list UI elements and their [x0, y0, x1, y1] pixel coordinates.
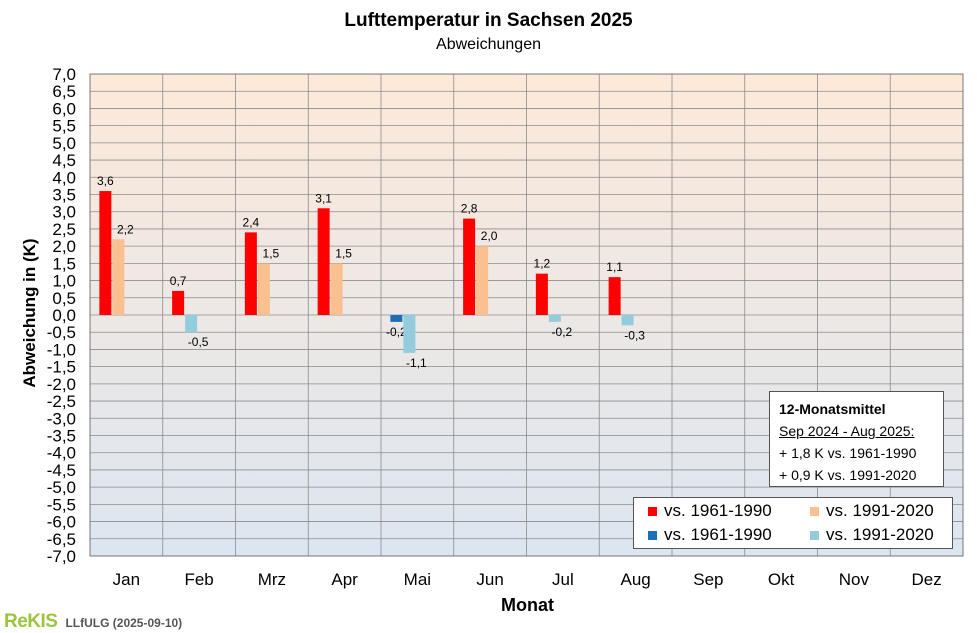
bar-data-label: -0,2 [552, 325, 573, 339]
y-tick-label: 1,0 [52, 272, 76, 291]
legend-entry: vs. 1991-2020 [810, 501, 934, 521]
chart-title: Lufttemperatur in Sachsen 2025 [344, 10, 633, 31]
y-tick-label: 5,5 [52, 117, 76, 136]
legend-label: vs. 1961-1990 [664, 501, 772, 520]
bar-data-label: 3,1 [315, 191, 332, 205]
infobox-line-1961: + 1,8 K vs. 1961-1990 [779, 445, 917, 461]
bar-data-label: 2,2 [117, 222, 134, 236]
bar-1991-2020-mai [403, 315, 416, 353]
y-tick-label: -3,0 [47, 409, 76, 428]
bar-1991-2020-apr [330, 263, 343, 315]
y-tick-label: -0,5 [47, 323, 76, 342]
bar-1961-1990-apr [317, 208, 330, 315]
infobox-period: Sep 2024 - Aug 2025: [779, 423, 915, 439]
x-tick-label: Dez [912, 570, 942, 589]
bar-1961-1990-jan [99, 191, 112, 315]
bar-data-label: -0,5 [188, 335, 209, 349]
bar-1991-2020-jul [548, 315, 561, 322]
y-tick-label: 6,0 [52, 99, 76, 118]
x-tick-label: Nov [839, 570, 870, 589]
x-tick-label: Mrz [258, 570, 286, 589]
footer: ReKIS LLfULG (2025-09-10) [4, 611, 182, 633]
x-tick-label: Jul [552, 570, 574, 589]
bar-data-label: 1,5 [263, 246, 280, 260]
bar-1991-2020-jun [476, 246, 489, 315]
bar-data-label: 1,2 [534, 257, 551, 271]
x-tick-label: Feb [184, 570, 213, 589]
bar-data-label: 2,0 [481, 229, 498, 243]
y-tick-label: 0,0 [52, 306, 76, 325]
x-tick-label: Aug [621, 570, 651, 589]
bar-1991-2020-feb [185, 315, 198, 333]
x-tick-label: Apr [331, 570, 358, 589]
infobox-title: 12-Monatsmittel [779, 401, 886, 417]
y-tick-label: -5,0 [47, 478, 76, 497]
y-tick-label: -4,0 [47, 444, 76, 463]
legend-swatch-red [648, 506, 657, 516]
bar-1991-2020-aug [621, 315, 634, 326]
y-tick-label: 3,5 [52, 186, 76, 205]
bar-data-label: -0,3 [624, 328, 645, 342]
bar-1961-1990-feb [172, 290, 185, 315]
bar-data-label: 2,4 [243, 215, 260, 229]
y-tick-label: 5,0 [52, 134, 76, 153]
bar-data-label: 1,5 [335, 246, 352, 260]
legend-label: vs. 1991-2020 [826, 525, 934, 544]
x-tick-label: Sep [693, 570, 723, 589]
y-tick-label: 1,5 [52, 254, 76, 273]
y-tick-label: -6,5 [47, 530, 76, 549]
legend-label: vs. 1991-2020 [826, 501, 934, 520]
legend-swatch-peach [810, 506, 819, 516]
x-tick-label: Jun [476, 570, 503, 589]
x-tick-label: Mai [404, 570, 431, 589]
x-axis-label: Monat [501, 595, 554, 615]
legend-entry: vs. 1991-2020 [810, 525, 934, 545]
plot-frame [89, 73, 964, 557]
y-tick-label: -2,5 [47, 392, 76, 411]
infobox-line-1991: + 0,9 K vs. 1991-2020 [779, 467, 917, 483]
y-tick-label: -7,0 [47, 547, 76, 566]
y-tick-label: 4,5 [52, 151, 76, 170]
legend-swatch-lightblue [810, 530, 819, 540]
bar-1961-1990-mrz [244, 232, 257, 315]
bar-data-label: 1,1 [606, 260, 623, 274]
bar-data-label: -1,1 [406, 356, 427, 370]
footer-source: LLfULG (2025-09-10) [65, 616, 183, 630]
legend-swatch-blue [648, 530, 657, 540]
y-tick-label: -5,5 [47, 495, 76, 514]
y-tick-label: 4,0 [52, 168, 76, 187]
legend-entry: vs. 1961-1990 [648, 525, 772, 545]
legend-entry: vs. 1961-1990 [648, 501, 772, 521]
y-tick-label: -2,0 [47, 375, 76, 394]
x-tick-label: Okt [768, 570, 795, 589]
y-tick-label: -4,5 [47, 461, 76, 480]
y-tick-label: -6,0 [47, 513, 76, 532]
y-tick-label: 7,0 [52, 65, 76, 84]
bar-1961-1990-jul [535, 273, 548, 315]
y-tick-label: 3,0 [52, 203, 76, 222]
twelve-month-mean-box: 12-Monatsmittel Sep 2024 - Aug 2025: + 1… [769, 391, 944, 487]
bar-data-label: 3,6 [97, 174, 114, 188]
x-tick-label: Jan [113, 570, 140, 589]
y-tick-label: 6,5 [52, 82, 76, 101]
bar-1991-2020-jan [112, 239, 125, 315]
bar-1961-1990-aug [608, 277, 621, 315]
bar-data-label: 2,8 [461, 202, 478, 216]
y-tick-label: 2,0 [52, 237, 76, 256]
y-tick-label: -1,5 [47, 358, 76, 377]
chart-subtitle: Abweichungen [436, 36, 541, 53]
bar-1991-2020-mrz [257, 263, 270, 315]
bar-1961-1990-mai [390, 315, 403, 322]
rekis-logo: ReKIS [4, 611, 58, 632]
y-tick-label: -3,5 [47, 427, 76, 446]
bar-1961-1990-jun [463, 218, 476, 315]
y-tick-label: 0,5 [52, 289, 76, 308]
bar-data-label: -0,2 [386, 325, 407, 339]
bar-data-label: 0,7 [170, 274, 187, 288]
y-tick-label: -1,0 [47, 340, 76, 359]
legend-label: vs. 1961-1990 [664, 525, 772, 544]
y-tick-label: 2,5 [52, 220, 76, 239]
y-axis-label: Abweichung in (K) [20, 238, 39, 388]
chart-legend: vs. 1961-1990 vs. 1991-2020 vs. 1961-199… [633, 497, 953, 549]
